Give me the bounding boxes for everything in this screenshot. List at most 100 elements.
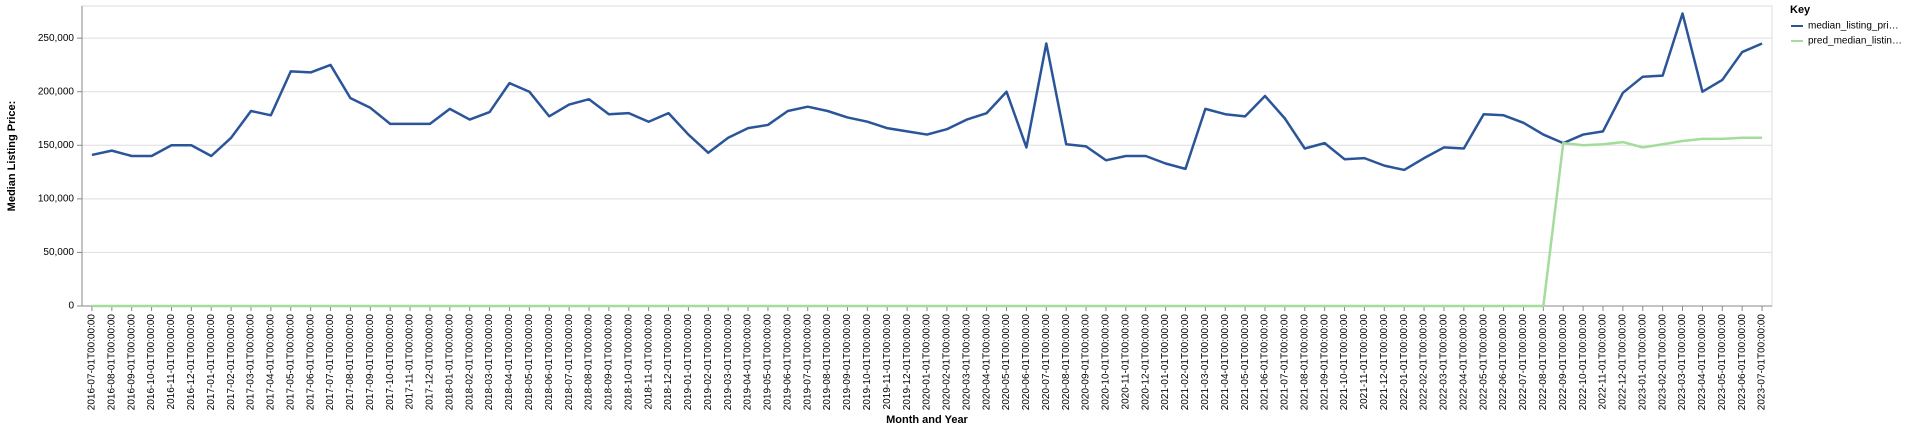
x-tick-label: 2021-08-01T00:00:00 [1299, 314, 1310, 411]
x-tick-label: 2017-10-01T00:00:00 [385, 314, 396, 411]
x-tick-label: 2016-11-01T00:00:00 [166, 314, 177, 410]
legend-title: Key [1790, 4, 1811, 16]
x-tick-label: 2021-10-01T00:00:00 [1339, 314, 1350, 411]
x-tick-label: 2020-06-01T00:00:00 [1021, 314, 1032, 411]
x-tick-label: 2020-02-01T00:00:00 [942, 314, 953, 411]
x-tick-label: 2016-08-01T00:00:00 [106, 314, 117, 411]
series-line [91, 136, 1763, 308]
y-tick-label: 150,000 [38, 140, 75, 151]
x-tick-label: 2016-10-01T00:00:00 [146, 314, 157, 411]
x-tick-label: 2020-12-01T00:00:00 [1140, 314, 1151, 411]
x-tick-label: 2018-08-01T00:00:00 [584, 314, 595, 411]
x-tick-label: 2017-04-01T00:00:00 [266, 314, 277, 411]
x-tick-label: 2018-12-01T00:00:00 [663, 314, 674, 411]
y-tick-label: 100,000 [38, 193, 75, 204]
x-tick-label: 2019-04-01T00:00:00 [743, 314, 754, 411]
x-tick-label: 2017-02-01T00:00:00 [226, 314, 237, 411]
y-tick-label: 0 [68, 301, 74, 312]
x-tick-label: 2022-04-01T00:00:00 [1458, 314, 1469, 411]
x-tick-label: 2023-02-01T00:00:00 [1657, 314, 1668, 411]
x-tick-label: 2021-12-01T00:00:00 [1379, 314, 1390, 411]
x-tick-label: 2017-12-01T00:00:00 [425, 314, 436, 411]
x-tick-label: 2017-03-01T00:00:00 [246, 314, 257, 411]
x-tick-label: 2023-06-01T00:00:00 [1737, 314, 1748, 411]
x-tick-label: 2016-07-01T00:00:00 [87, 314, 98, 411]
x-tick-label: 2022-06-01T00:00:00 [1498, 314, 1509, 411]
x-tick-label: 2018-09-01T00:00:00 [604, 314, 615, 411]
x-tick-label: 2021-02-01T00:00:00 [1180, 314, 1191, 411]
x-tick-label: 2022-03-01T00:00:00 [1439, 314, 1450, 411]
x-tick-label: 2021-03-01T00:00:00 [1200, 314, 1211, 411]
x-tick-label: 2018-02-01T00:00:00 [464, 314, 475, 411]
x-tick-label: 2023-01-01T00:00:00 [1637, 314, 1648, 411]
x-tick-label: 2018-03-01T00:00:00 [484, 314, 495, 411]
x-tick-label: 2019-06-01T00:00:00 [782, 314, 793, 411]
x-tick-label: 2022-12-01T00:00:00 [1618, 314, 1629, 411]
x-tick-label: 2022-11-01T00:00:00 [1598, 314, 1609, 410]
x-tick-label: 2019-02-01T00:00:00 [703, 314, 714, 411]
x-tick-label: 2023-03-01T00:00:00 [1677, 314, 1688, 411]
x-tick-label: 2018-11-01T00:00:00 [643, 314, 654, 410]
x-tick-label: 2020-10-01T00:00:00 [1101, 314, 1112, 411]
x-tick-label: 2021-11-01T00:00:00 [1359, 314, 1370, 410]
x-tick-label: 2019-08-01T00:00:00 [822, 314, 833, 411]
x-tick-label: 2018-01-01T00:00:00 [444, 314, 455, 411]
x-tick-label: 2018-04-01T00:00:00 [504, 314, 515, 411]
x-tick-label: 2022-08-01T00:00:00 [1538, 314, 1549, 411]
x-tick-label: 2022-05-01T00:00:00 [1478, 314, 1489, 411]
x-tick-label: 2019-05-01T00:00:00 [763, 314, 774, 411]
x-axis-title: Month and Year [886, 414, 968, 426]
x-tick-label: 2020-07-01T00:00:00 [1041, 314, 1052, 411]
x-tick-label: 2020-08-01T00:00:00 [1061, 314, 1072, 411]
y-axis-title: Median Listing Price: [6, 101, 18, 212]
x-tick-label: 2023-07-01T00:00:00 [1757, 314, 1768, 411]
x-tick-label: 2019-11-01T00:00:00 [882, 314, 893, 410]
series-line [91, 12, 1763, 172]
x-tick-label: 2020-01-01T00:00:00 [922, 314, 933, 411]
x-tick-label: 2019-12-01T00:00:00 [902, 314, 913, 411]
x-tick-label: 2022-07-01T00:00:00 [1518, 314, 1529, 411]
x-tick-label: 2016-12-01T00:00:00 [186, 314, 197, 411]
x-tick-label: 2018-05-01T00:00:00 [524, 314, 535, 411]
x-tick-label: 2021-06-01T00:00:00 [1260, 314, 1271, 411]
x-tick-label: 2017-08-01T00:00:00 [345, 314, 356, 411]
legend-label: pred_median_listin… [1808, 36, 1902, 47]
plot-frame [81, 5, 1773, 307]
x-tick-label: 2022-01-01T00:00:00 [1399, 314, 1410, 411]
x-tick-label: 2018-06-01T00:00:00 [544, 314, 555, 411]
x-tick-label: 2022-02-01T00:00:00 [1419, 314, 1430, 411]
x-tick-label: 2019-03-01T00:00:00 [723, 314, 734, 411]
x-tick-label: 2020-03-01T00:00:00 [961, 314, 972, 411]
x-tick-label: 2016-09-01T00:00:00 [126, 314, 137, 411]
x-tick-label: 2017-05-01T00:00:00 [285, 314, 296, 411]
x-tick-label: 2023-05-01T00:00:00 [1717, 314, 1728, 411]
x-tick-label: 2017-06-01T00:00:00 [305, 314, 316, 411]
x-tick-label: 2018-10-01T00:00:00 [623, 314, 634, 411]
x-tick-label: 2019-07-01T00:00:00 [802, 314, 813, 411]
x-tick-label: 2021-09-01T00:00:00 [1319, 314, 1330, 411]
y-tick-label: 250,000 [38, 33, 75, 44]
x-tick-label: 2020-05-01T00:00:00 [1001, 314, 1012, 411]
x-tick-label: 2021-07-01T00:00:00 [1280, 314, 1291, 411]
x-tick-label: 2019-10-01T00:00:00 [862, 314, 873, 411]
x-tick-label: 2017-07-01T00:00:00 [325, 314, 336, 411]
y-tick-label: 200,000 [38, 86, 75, 97]
x-tick-label: 2020-11-01T00:00:00 [1120, 314, 1131, 410]
x-tick-label: 2017-11-01T00:00:00 [405, 314, 416, 410]
x-tick-label: 2022-10-01T00:00:00 [1578, 314, 1589, 411]
x-tick-label: 2023-04-01T00:00:00 [1697, 314, 1708, 411]
x-tick-label: 2022-09-01T00:00:00 [1558, 314, 1569, 411]
x-tick-label: 2019-01-01T00:00:00 [683, 314, 694, 411]
x-tick-label: 2020-09-01T00:00:00 [1081, 314, 1092, 411]
x-tick-label: 2021-04-01T00:00:00 [1220, 314, 1231, 411]
x-tick-label: 2021-01-01T00:00:00 [1160, 314, 1171, 411]
y-tick-label: 50,000 [43, 247, 74, 258]
x-tick-label: 2017-09-01T00:00:00 [365, 314, 376, 411]
legend-label: median_listing_pri… [1808, 21, 1899, 32]
x-tick-label: 2017-01-01T00:00:00 [206, 314, 217, 411]
x-tick-label: 2019-09-01T00:00:00 [842, 314, 853, 411]
x-tick-label: 2021-05-01T00:00:00 [1240, 314, 1251, 411]
x-tick-label: 2018-07-01T00:00:00 [564, 314, 575, 411]
